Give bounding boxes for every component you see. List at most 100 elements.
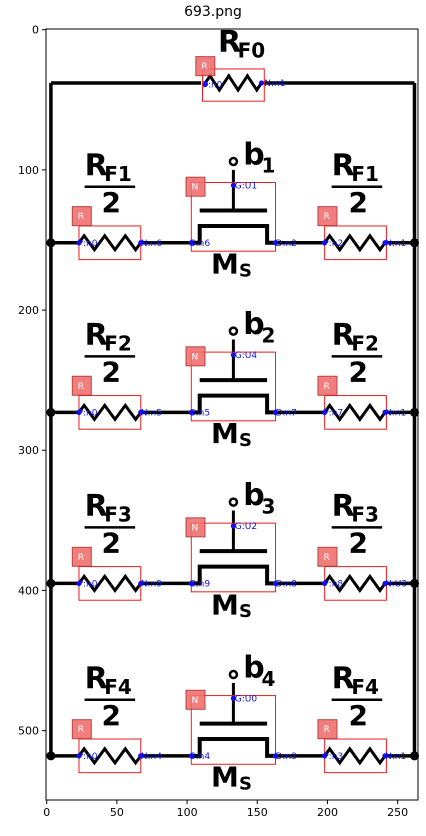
left-rf-subscript: F3: [104, 503, 132, 527]
mos-channel: [191, 737, 276, 758]
mos-pin-gate-label: G:U4: [235, 351, 258, 361]
left-resistor-zigzag: [77, 746, 142, 766]
right-resistor-badge: [317, 546, 338, 567]
bit-subscript: 4: [261, 667, 275, 691]
y-tick-label: 400: [18, 584, 39, 597]
left-resistor-pin-p-label: P:n0: [78, 239, 98, 249]
mos-badge: [185, 346, 206, 367]
mos-wire-gap: [192, 749, 275, 762]
left-rf-symbol: R: [85, 148, 108, 183]
left-resistor-badge-label: R: [78, 553, 84, 563]
right-resistor-pin-n: [382, 753, 388, 759]
left-resistor-pin-p: [76, 580, 82, 587]
left-resistor-pin-n: [138, 753, 144, 759]
right-resistor-pin-p: [322, 240, 328, 246]
mos-pin-source: [188, 580, 194, 587]
mos-badge-label: N: [192, 523, 199, 533]
left-resistor-badge: [71, 719, 92, 740]
left-half-label: 2: [101, 699, 120, 732]
right-resistor-pin-p-label: P:n2: [323, 239, 343, 249]
right-resistor-pin-n-label: N:n1: [385, 752, 406, 762]
left-resistor-pin-n-label: N:n5: [141, 408, 162, 418]
y-tick-label: 0: [32, 24, 39, 37]
mos-pin-drain-label: D:n7: [276, 408, 297, 418]
junction-right: [409, 407, 419, 417]
mos-pin-gate: [230, 182, 237, 188]
right-resistor-badge-label: R: [323, 212, 329, 222]
left-rf-symbol: R: [85, 318, 108, 353]
left-resistor-pin-n: [138, 240, 144, 246]
left-resistor-pin-n-label: N:n9: [141, 579, 162, 589]
left-resistor-zigzag: [77, 573, 142, 593]
mos-pin-drain: [272, 753, 279, 759]
bit-subscript: 1: [261, 154, 275, 178]
left-resistor-badge-label: R: [78, 212, 84, 222]
bit-label: b: [243, 478, 264, 513]
rf0-pin-right-label: N:n1: [264, 79, 285, 89]
left-resistor-pin-p: [76, 240, 82, 246]
rf0-pin-left-label: P:n0: [203, 80, 223, 90]
rf0-badge-label: R: [201, 62, 207, 72]
ms-label: M: [211, 417, 239, 450]
mos-pin-gate: [230, 523, 237, 529]
left-resistor-pin-p-label: P:n0: [78, 408, 98, 418]
left-resistor-pin-p-label: P:n0: [78, 752, 98, 762]
mos-pin-source-label: S:n4: [190, 752, 210, 762]
right-resistor-zigzag: [323, 402, 387, 422]
left-resistor-badge: [71, 546, 92, 567]
junction-left: [46, 238, 56, 248]
mos-wire-gap: [192, 236, 275, 249]
left-rf-subscript: F2: [104, 332, 132, 356]
right-rf-symbol: R: [332, 318, 355, 353]
mos-badge-label: N: [192, 352, 199, 362]
mos-pin-source: [188, 753, 194, 759]
left-resistor-pin-p-label: P:n0: [78, 579, 98, 589]
right-resistor-pin-p-label: P:n3: [323, 752, 343, 762]
mos-gate-terminal: [228, 326, 239, 336]
y-tick-label: 500: [18, 725, 39, 738]
mos-channel: [191, 223, 276, 245]
x-tick-label: 100: [177, 806, 198, 819]
right-rf-symbol: R: [332, 148, 355, 183]
left-rf-symbol: R: [85, 662, 108, 697]
right-rf-subscript: F3: [351, 503, 379, 527]
y-tick-label: 300: [18, 444, 39, 457]
bit-subscript: 3: [261, 494, 275, 518]
rf0-pin-left: [202, 81, 208, 87]
mos-gate-terminal: [228, 156, 239, 167]
junction-right: [409, 238, 419, 248]
ms-subscript: S: [239, 430, 252, 451]
mos-pin-source: [188, 409, 194, 415]
x-tick-label: 50: [110, 806, 124, 819]
mos-pin-gate-label: G:U0: [235, 694, 258, 704]
right-half-label: 2: [349, 186, 368, 219]
x-tick-label: 150: [247, 806, 268, 819]
junction-right: [409, 578, 419, 588]
right-resistor-pin-p: [322, 753, 328, 759]
ms-subscript: S: [239, 601, 252, 622]
mos-pin-source-label: S:n9: [190, 579, 210, 589]
mos-pin-drain: [272, 409, 279, 415]
left-resistor-badge-label: R: [78, 725, 84, 735]
ms-label: M: [211, 248, 239, 281]
mos-pin-drain-label: D:n3: [276, 752, 297, 762]
y-tick-label: 200: [18, 304, 39, 317]
mos-pin-gate: [230, 352, 237, 358]
bit-subscript: 2: [261, 323, 275, 347]
y-tick-label: 100: [18, 164, 39, 177]
rf0-bounding-box: [202, 68, 265, 102]
left-rf-symbol: R: [85, 489, 108, 524]
mos-pin-gate-label: G:U2: [235, 522, 257, 532]
ms-subscript: S: [239, 773, 252, 794]
right-resistor-pin-n: [382, 240, 388, 246]
mos-pin-drain: [272, 580, 279, 587]
right-half-label: 2: [349, 699, 368, 732]
left-resistor-badge: [71, 375, 92, 396]
right-resistor-pin-n-label: N:n1: [385, 239, 406, 249]
mos-badge: [185, 176, 206, 197]
right-resistor-badge-label: R: [323, 725, 329, 735]
